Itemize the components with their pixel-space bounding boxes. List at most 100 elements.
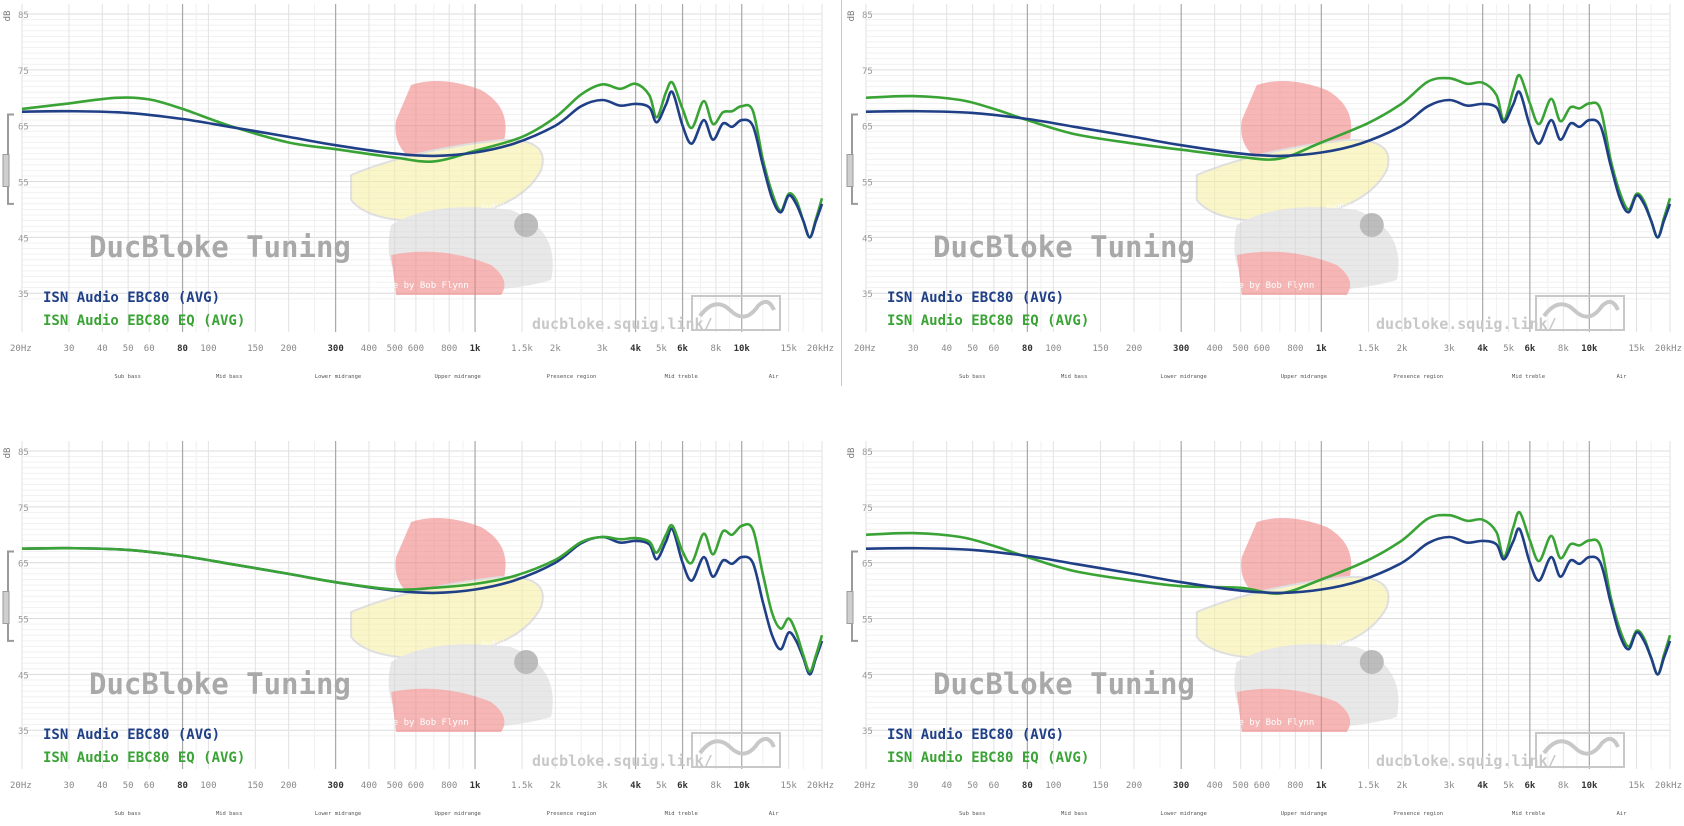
region-label: Lower midrange xyxy=(315,811,361,817)
mascot-badge-icon xyxy=(1359,213,1384,237)
x-tick-label: 800 xyxy=(441,781,457,791)
x-tick-label: 40 xyxy=(97,781,108,791)
watermark-url: ducbloke.squig.link/ xyxy=(532,315,713,333)
x-tick-label: 15k xyxy=(1628,344,1645,354)
x-tick-label: 20kHz xyxy=(1655,344,1682,354)
mascot-beak xyxy=(1195,575,1390,659)
x-tick-label: 4k xyxy=(630,781,641,791)
y-tick-label: 65 xyxy=(18,123,29,133)
x-tick-label: 80 xyxy=(1022,344,1033,354)
x-tick-label: 200 xyxy=(281,781,297,791)
region-label: Sub bass xyxy=(959,374,986,380)
y-axis-unit-label: dB xyxy=(847,448,857,459)
x-tick-label: 8k xyxy=(710,344,721,354)
image-credit: Image by Bob Flynn xyxy=(371,718,469,728)
x-tick-label: 80 xyxy=(177,781,188,791)
x-tick-label: 150 xyxy=(247,344,263,354)
region-label: Lower midrange xyxy=(1160,374,1206,380)
x-tick-label: 40 xyxy=(941,344,952,354)
x-tick-label: 20kHz xyxy=(807,344,834,354)
x-tick-label: 1k xyxy=(470,781,481,791)
series-line-base xyxy=(865,527,1672,676)
y-tick-label: 65 xyxy=(862,560,873,570)
x-tick-label: 5k xyxy=(1503,781,1514,791)
x-tick-label: 20Hz xyxy=(10,344,32,354)
y-tick-label: 55 xyxy=(18,179,29,189)
series-line-eq xyxy=(865,510,1672,676)
region-label: Sub bass xyxy=(114,374,141,380)
x-tick-label: 4k xyxy=(1477,781,1488,791)
mascot-badge-icon xyxy=(514,650,539,674)
mascot-arm xyxy=(391,251,505,295)
x-tick-label: 20Hz xyxy=(854,781,876,791)
y-tick-label: 55 xyxy=(18,616,29,626)
y-axis-unit-label: dB xyxy=(3,448,13,459)
y-tick-label: 75 xyxy=(18,504,29,514)
legend-entry: ISN Audio EBC80 EQ (AVG) xyxy=(887,313,1089,329)
x-tick-label: 400 xyxy=(361,344,377,354)
x-tick-label: 30 xyxy=(64,344,75,354)
legend-entry: ISN Audio EBC80 (AVG) xyxy=(887,727,1064,743)
x-tick-label: 2k xyxy=(550,344,561,354)
x-tick-label: 200 xyxy=(281,344,297,354)
region-label: Upper midrange xyxy=(435,374,481,380)
x-tick-label: 60 xyxy=(988,781,999,791)
watermark-url: ducbloke.squig.link/ xyxy=(1376,315,1557,333)
region-label: Mid bass xyxy=(1061,811,1088,817)
x-tick-label: 100 xyxy=(1045,781,1061,791)
squiglink-logo-icon xyxy=(698,299,776,319)
graph-panel-4: dB 85 75 65 55 45 35 20Hz 30 40 50 60 80 100 150 200 300… xyxy=(846,441,1682,817)
region-label: Sub bass xyxy=(959,811,986,817)
x-tick-label: 40 xyxy=(97,344,108,354)
y-tick-label: 75 xyxy=(862,504,873,514)
x-tick-label: 300 xyxy=(1173,781,1189,791)
x-tick-label: 2k xyxy=(1397,344,1408,354)
y-tick-label: 45 xyxy=(18,234,29,244)
mascot-watermark: DucBloke Image by Bob Flynn xyxy=(350,518,553,732)
region-label: Upper midrange xyxy=(1281,811,1327,817)
x-tick-label: 150 xyxy=(1092,344,1108,354)
y-tick-label: 85 xyxy=(18,11,29,21)
watermark-title: DucBloke Tuning xyxy=(933,230,1195,264)
graph-panel-1: dB 85 75 65 55 45 35 20Hz 30 40 50 60 80 100 150 200 300… xyxy=(2,4,834,380)
x-tick-label: 100 xyxy=(1045,344,1061,354)
x-tick-label: 30 xyxy=(908,344,919,354)
region-label: Mid treble xyxy=(1512,811,1545,817)
watermark-url: ducbloke.squig.link/ xyxy=(1376,752,1557,770)
x-tick-label: 20Hz xyxy=(854,344,876,354)
watermark-title: DucBloke Tuning xyxy=(89,667,351,701)
x-tick-label: 30 xyxy=(908,781,919,791)
mascot-badge-text: DucBloke xyxy=(1327,640,1356,647)
x-tick-label: 400 xyxy=(1207,781,1223,791)
x-tick-label: 600 xyxy=(1254,344,1270,354)
x-tick-label: 60 xyxy=(988,344,999,354)
x-tick-label: 800 xyxy=(1287,781,1303,791)
y-tick-label: 45 xyxy=(862,234,873,244)
region-label: Air xyxy=(1616,374,1627,380)
x-tick-label: 400 xyxy=(1207,344,1223,354)
y-tick-label: 35 xyxy=(18,290,29,300)
x-tick-label: 20kHz xyxy=(807,781,834,791)
squiglink-logo-icon xyxy=(698,736,776,756)
legend-entry: ISN Audio EBC80 (AVG) xyxy=(887,290,1064,306)
panel-divider-vertical xyxy=(841,0,842,386)
x-tick-label: 500 xyxy=(1233,781,1249,791)
x-tick-label: 300 xyxy=(1173,344,1189,354)
x-tick-label: 200 xyxy=(1126,344,1142,354)
mascot-watermark: DucBloke Image by Bob Flynn xyxy=(1195,518,1399,732)
y-tick-label: 55 xyxy=(862,616,873,626)
y-tick-label: 85 xyxy=(862,448,873,458)
x-tick-label: 6k xyxy=(1524,781,1535,791)
y-tick-label: 75 xyxy=(18,67,29,77)
volume-handle xyxy=(2,154,10,188)
region-label: Air xyxy=(1616,811,1627,817)
x-tick-label: 10k xyxy=(734,781,751,791)
x-tick-label: 6k xyxy=(677,781,688,791)
x-tick-label: 600 xyxy=(408,344,424,354)
x-tick-label: 1.5k xyxy=(511,344,533,354)
x-tick-label: 5k xyxy=(656,344,667,354)
series-line-eq xyxy=(21,522,824,673)
mascot-watermark: DucBloke Image by Bob Flynn xyxy=(350,81,553,295)
x-tick-label: 20kHz xyxy=(1655,781,1682,791)
